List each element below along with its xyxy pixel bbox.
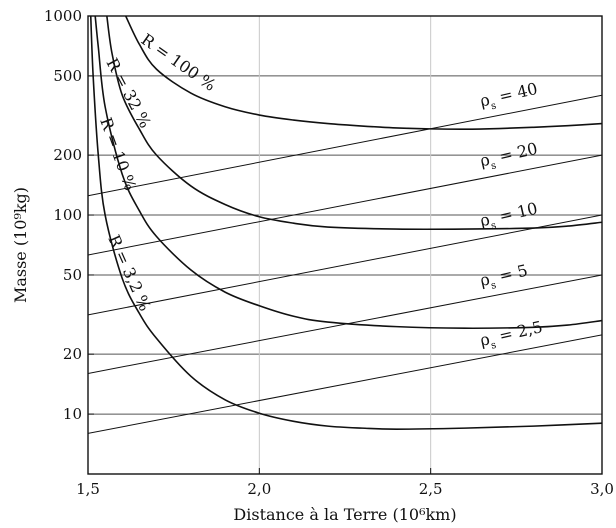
rho-subscript: s [490, 100, 497, 112]
y-tick-label: 100 [53, 206, 82, 224]
curve-label: R = 10 % [96, 115, 140, 193]
rho-value: = 2,5 [492, 317, 544, 347]
density-line-7 [88, 274, 602, 374]
rho-value: = 40 [492, 79, 539, 107]
rho-symbol: ρ [478, 269, 491, 290]
density-line-6 [88, 214, 602, 316]
rho-subscript: s [490, 280, 497, 292]
y-tick-label: 500 [53, 67, 82, 85]
series-group [88, 16, 602, 434]
grid [88, 16, 602, 474]
curve-series-0 [124, 16, 602, 130]
rho-symbol: ρ [478, 90, 491, 111]
y-tick-label: 10 [63, 405, 82, 423]
rho-symbol: ρ [478, 329, 491, 350]
rho-symbol: ρ [478, 150, 491, 171]
x-tick-label: 1,5 [76, 480, 100, 498]
rho-symbol: ρ [478, 210, 491, 231]
curve-series-2 [94, 16, 602, 330]
density-line-5 [88, 154, 602, 256]
rho-subscript: s [490, 220, 497, 232]
plot-frame [87, 15, 603, 475]
rho-subscript: s [490, 340, 497, 352]
rho-subscript: s [490, 160, 497, 172]
ticks: 10 20 50 100 200 500 1000 1,5 2,0 2,5 3,0 [44, 7, 614, 498]
y-tick-label: 1000 [44, 7, 82, 25]
curve-series-3 [89, 16, 602, 430]
x-tick-label: 3,0 [590, 480, 614, 498]
x-axis-label: Distance à la Terre (10⁶km) [233, 505, 456, 524]
x-tick-label: 2,5 [419, 480, 443, 498]
rho-value: = 10 [492, 199, 539, 227]
y-tick-label: 200 [53, 146, 82, 164]
curve-labels: R = 100 %R = 32 %R = 10 %R = 3,2 %ρs = 4… [96, 30, 545, 354]
rho-value: = 20 [492, 139, 539, 167]
density-line-4 [88, 94, 602, 197]
y-tick-label: 50 [63, 266, 82, 284]
y-tick-label: 20 [63, 345, 82, 363]
density-line-8 [88, 334, 602, 434]
curve-label: R = 3,2 % [104, 232, 154, 314]
rho-value: = 5 [492, 261, 529, 287]
density-line-label: ρs = 2,5 [478, 317, 545, 354]
y-axis-label: Masse (10⁹kg) [11, 187, 30, 303]
x-tick-label: 2,0 [247, 480, 271, 498]
curve-series-1 [106, 16, 602, 231]
density-line-label: ρs = 5 [478, 261, 530, 294]
